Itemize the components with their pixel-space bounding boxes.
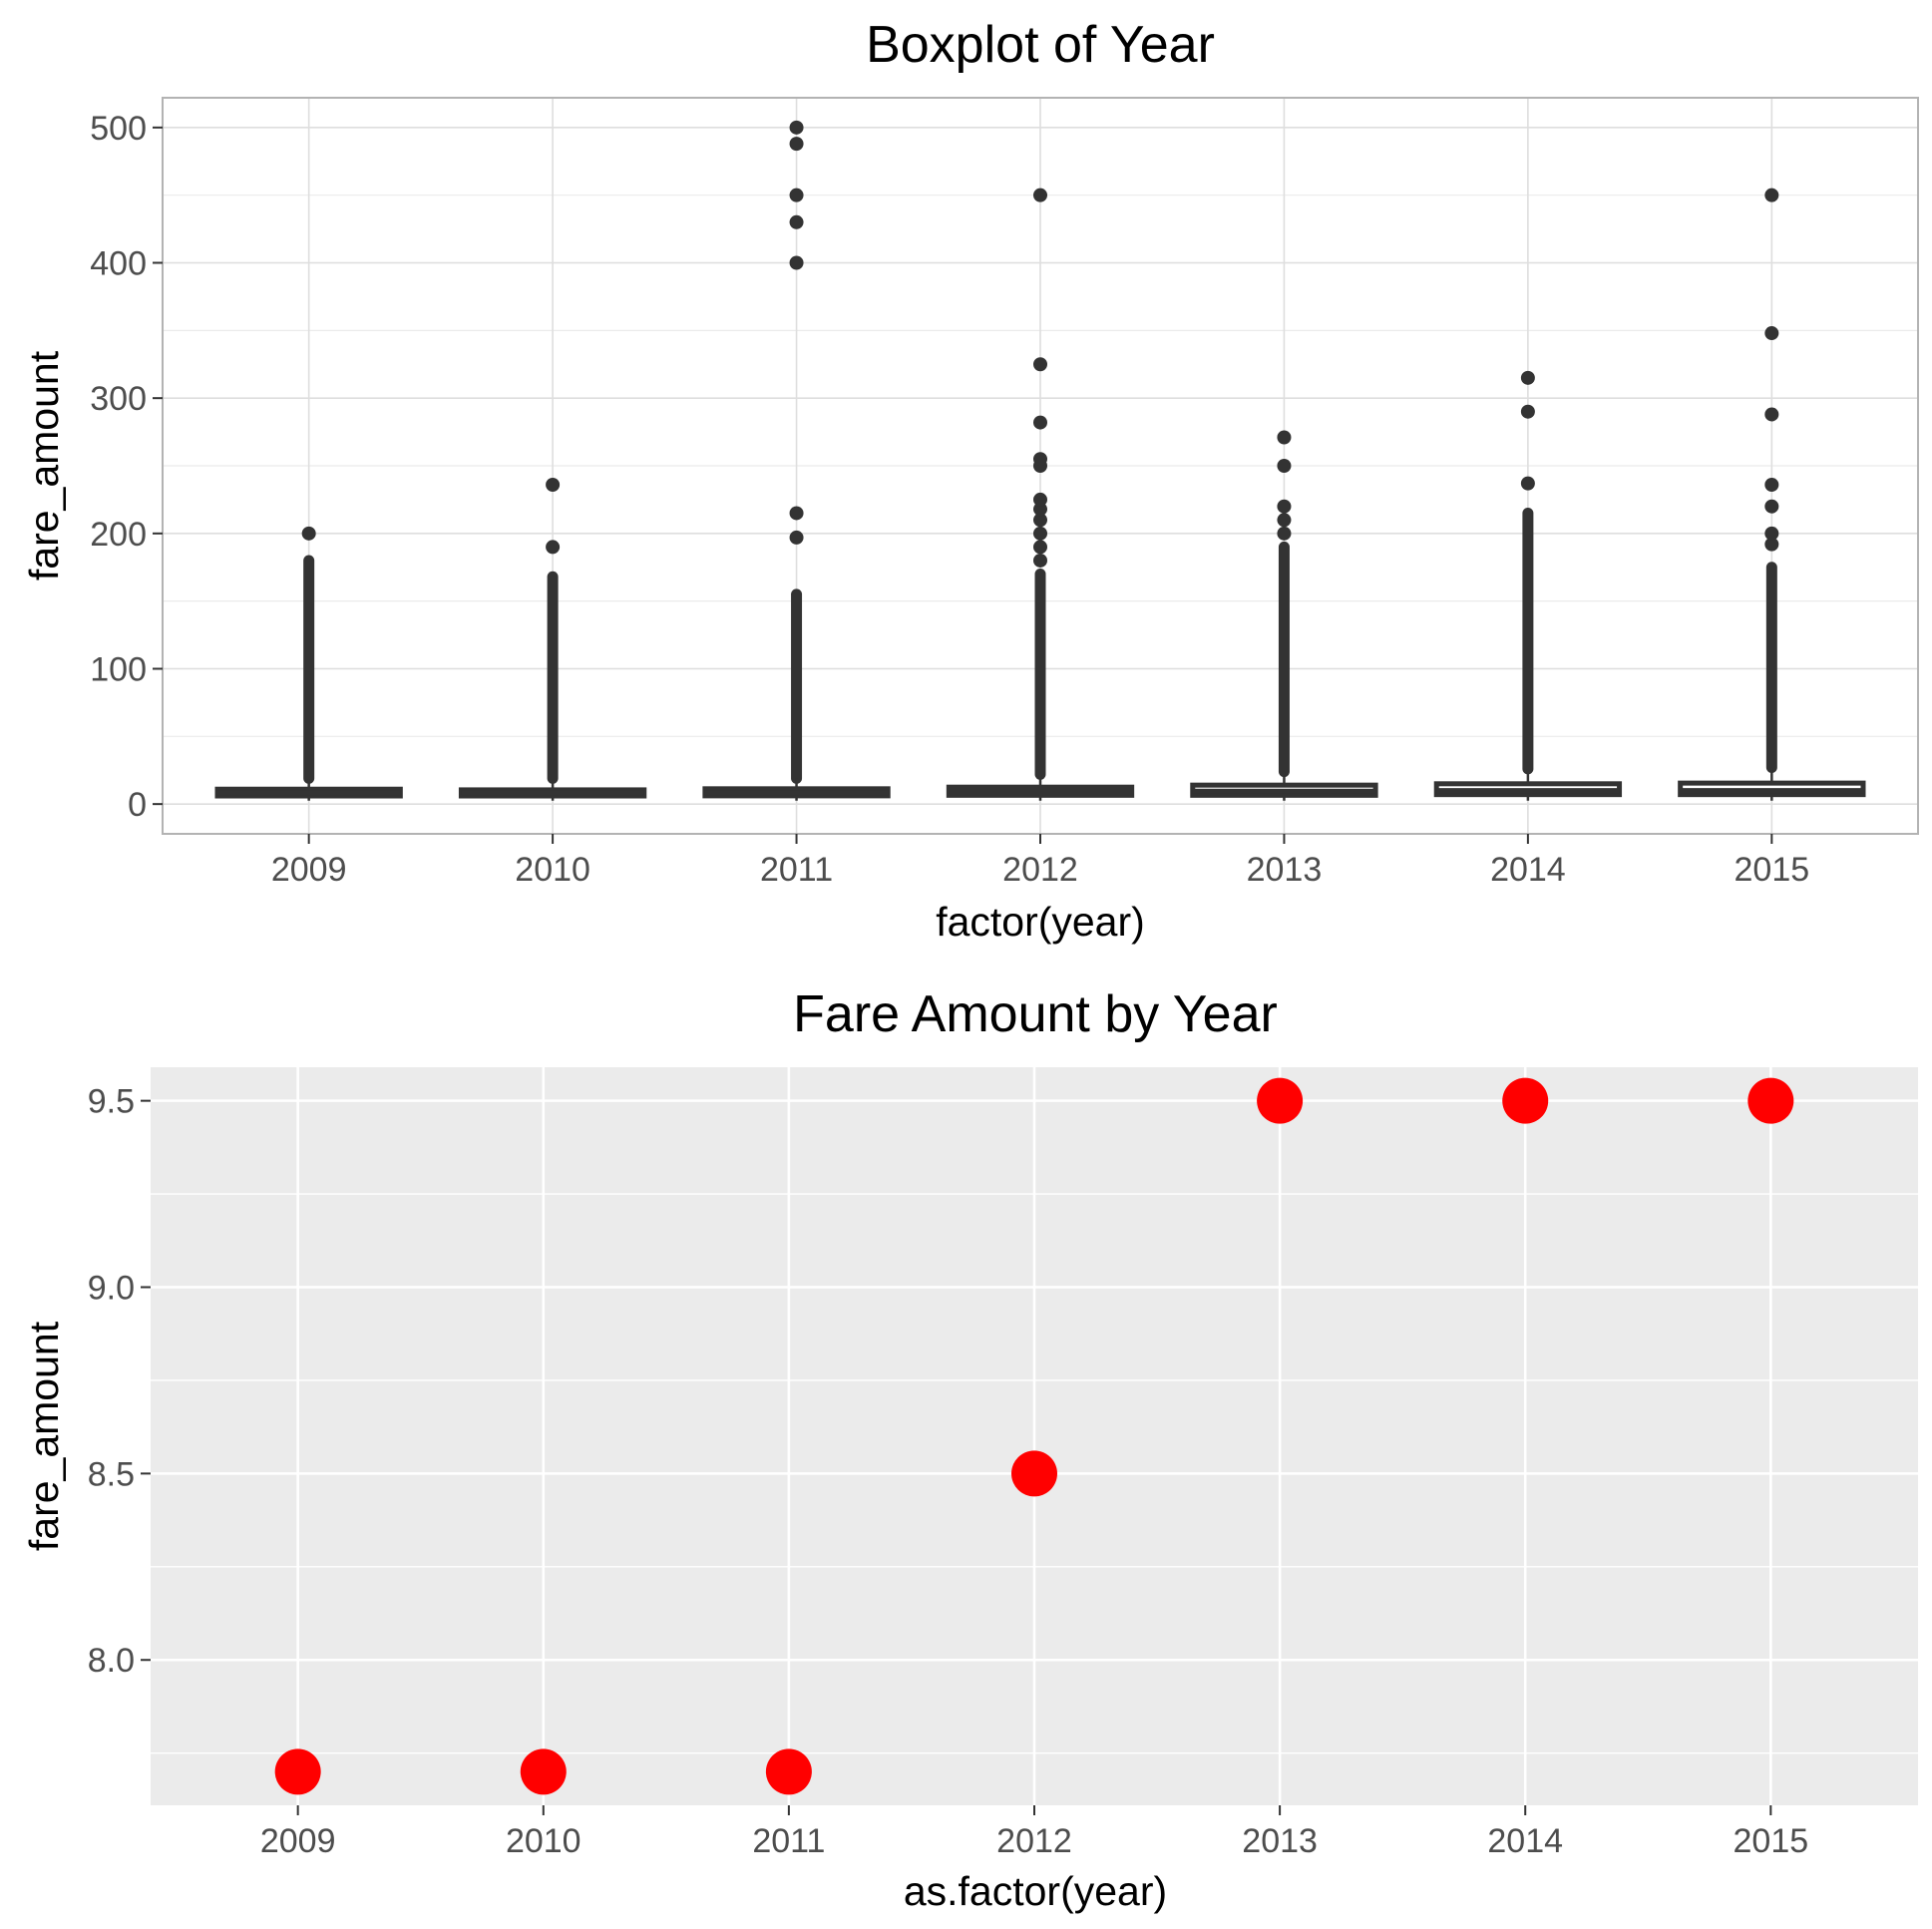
outlier-point: [1764, 188, 1779, 202]
y-tick-label: 8.0: [88, 1642, 135, 1680]
outlier-point: [546, 477, 561, 492]
outlier-point: [789, 530, 804, 545]
y-tick-label: 500: [90, 110, 147, 148]
outlier-point: [789, 255, 804, 270]
outlier-point: [1277, 526, 1292, 541]
x-tick-label: 2010: [515, 851, 590, 889]
point-2012: [1011, 1450, 1057, 1497]
outlier-point: [1764, 499, 1779, 514]
outlier-point: [789, 214, 804, 229]
outlier-point: [1520, 404, 1535, 419]
x-tick-label: 2014: [1490, 851, 1566, 889]
x-axis-ticks: 2009 2010 2011 2012 2013 2014 2015: [260, 1805, 1808, 1860]
x-tick-label: 2011: [760, 851, 833, 889]
y-tick-label: 9.5: [88, 1083, 135, 1121]
x-tick-label: 2013: [1247, 851, 1323, 889]
outlier-point: [546, 540, 561, 555]
outlier-point: [1033, 513, 1047, 528]
x-axis-title: as.factor(year): [904, 1868, 1167, 1914]
outlier-point: [789, 137, 804, 152]
y-tick-label: 9.0: [88, 1270, 135, 1308]
grid-lines: [151, 1067, 1918, 1805]
outlier-point: [1277, 513, 1292, 528]
x-tick-label: 2013: [1242, 1822, 1318, 1860]
points: [274, 1077, 1794, 1795]
box-2009: [214, 526, 403, 801]
point-2013: [1257, 1077, 1304, 1124]
x-tick-label: 2012: [996, 1822, 1072, 1860]
outlier-point: [1033, 188, 1047, 202]
y-tick-label: 400: [90, 245, 147, 283]
y-axis-title: fare_amount: [21, 1321, 67, 1551]
outlier-point: [1033, 415, 1047, 430]
x-axis-ticks: 2009 2010 2011 2012 2013 2014 2015: [271, 834, 1809, 889]
point-2010: [520, 1748, 567, 1795]
outlier-point: [1033, 492, 1047, 507]
point-2011: [765, 1748, 812, 1795]
outlier-point: [1033, 452, 1047, 467]
x-tick-label: 2011: [752, 1822, 825, 1860]
chart-title: Boxplot of Year: [866, 16, 1215, 74]
outlier-point: [1764, 526, 1779, 541]
y-tick-label: 200: [90, 516, 147, 554]
box-2014: [1433, 370, 1623, 801]
outlier-point: [1520, 370, 1535, 385]
x-tick-label: 2015: [1735, 851, 1810, 889]
outlier-point: [789, 120, 804, 135]
x-tick-label: 2009: [260, 1822, 336, 1860]
outlier-point: [1764, 407, 1779, 422]
x-tick-label: 2015: [1734, 1822, 1809, 1860]
x-tick-label: 2009: [271, 851, 347, 889]
box-2012: [946, 188, 1135, 801]
y-tick-label: 300: [90, 380, 147, 418]
y-axis-ticks: 0 100 200 300 400 500: [90, 110, 163, 824]
point-2015: [1747, 1077, 1794, 1124]
x-tick-label: 2014: [1487, 1822, 1563, 1860]
point-2009: [274, 1748, 321, 1795]
boxplot-chart: Boxplot of Year 0 100 200 300 400 500 2009 201…: [21, 16, 1919, 945]
y-axis-ticks: 8.0 8.5 9.0 9.5: [88, 1083, 151, 1680]
chart-title: Fare Amount by Year: [793, 985, 1278, 1043]
x-tick-label: 2012: [1002, 851, 1078, 889]
outlier-point: [1033, 357, 1047, 372]
y-tick-label: 100: [90, 650, 147, 688]
box-2013: [1190, 430, 1378, 801]
outlier-point: [1764, 537, 1779, 552]
outlier-point: [1033, 553, 1047, 568]
box-2010: [458, 477, 647, 801]
x-tick-label: 2010: [506, 1822, 581, 1860]
outlier-point: [789, 506, 804, 521]
outlier-point: [1520, 476, 1535, 491]
outlier-point: [1764, 477, 1779, 492]
outlier-point: [1277, 459, 1292, 473]
outlier-point: [301, 526, 316, 541]
box-marks: [214, 120, 1866, 801]
outlier-point: [1764, 326, 1779, 341]
box-2011: [702, 120, 891, 801]
y-axis-title: fare_amount: [21, 350, 67, 580]
box-2015: [1678, 188, 1866, 801]
x-axis-title: factor(year): [936, 899, 1145, 945]
outlier-point: [1033, 526, 1047, 541]
y-tick-label: 0: [128, 786, 147, 824]
outlier-point: [1033, 540, 1047, 555]
y-tick-label: 8.5: [88, 1455, 135, 1493]
outlier-point: [1277, 499, 1292, 514]
outlier-point: [1277, 430, 1292, 445]
outlier-point: [789, 188, 804, 202]
scatter-chart: Fare Amount by Year 8.0 8.5 9.0 9.5 2009 201…: [21, 985, 1918, 1914]
point-2014: [1502, 1077, 1549, 1124]
